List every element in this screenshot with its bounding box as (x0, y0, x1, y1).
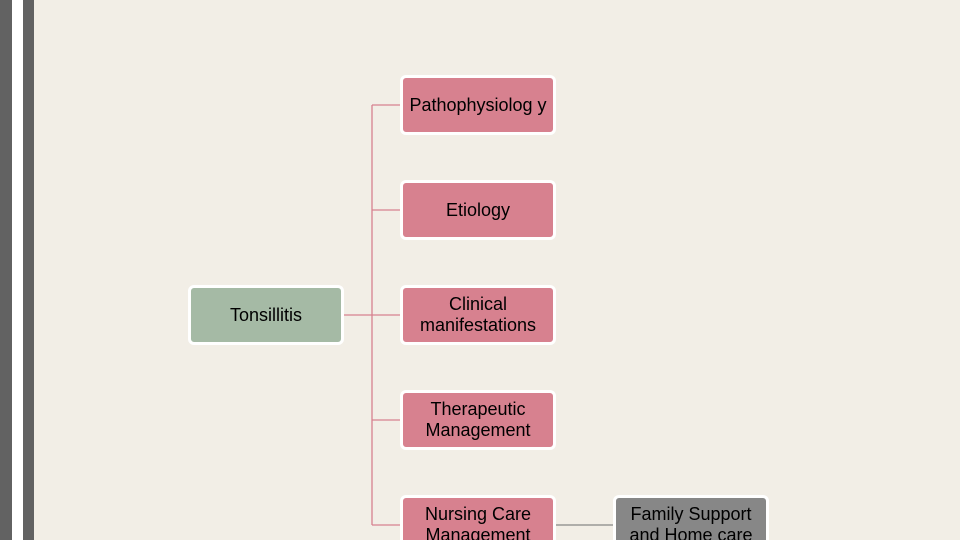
child-node-label: Etiology (446, 200, 510, 221)
grandchild-node-family: Family Support and Home care (613, 495, 769, 540)
slide-accent-bar (0, 0, 34, 540)
child-node-label: Clinical manifestations (409, 294, 547, 335)
child-node-pathophysiology: Pathophysiolog y (400, 75, 556, 135)
child-node-label: Therapeutic Management (409, 399, 547, 440)
child-node-therapeutic: Therapeutic Management (400, 390, 556, 450)
child-node-nursing: Nursing Care Management (400, 495, 556, 540)
child-node-etiology: Etiology (400, 180, 556, 240)
child-node-label: Nursing Care Management (409, 504, 547, 540)
root-node-label: Tonsillitis (230, 305, 302, 326)
child-node-label: Pathophysiolog y (409, 95, 546, 116)
grandchild-node-label: Family Support and Home care (622, 504, 760, 540)
child-node-clinical: Clinical manifestations (400, 285, 556, 345)
root-node-tonsillitis: Tonsillitis (188, 285, 344, 345)
slide-canvas: Tonsillitis Pathophysiolog y Etiology Cl… (0, 0, 960, 540)
